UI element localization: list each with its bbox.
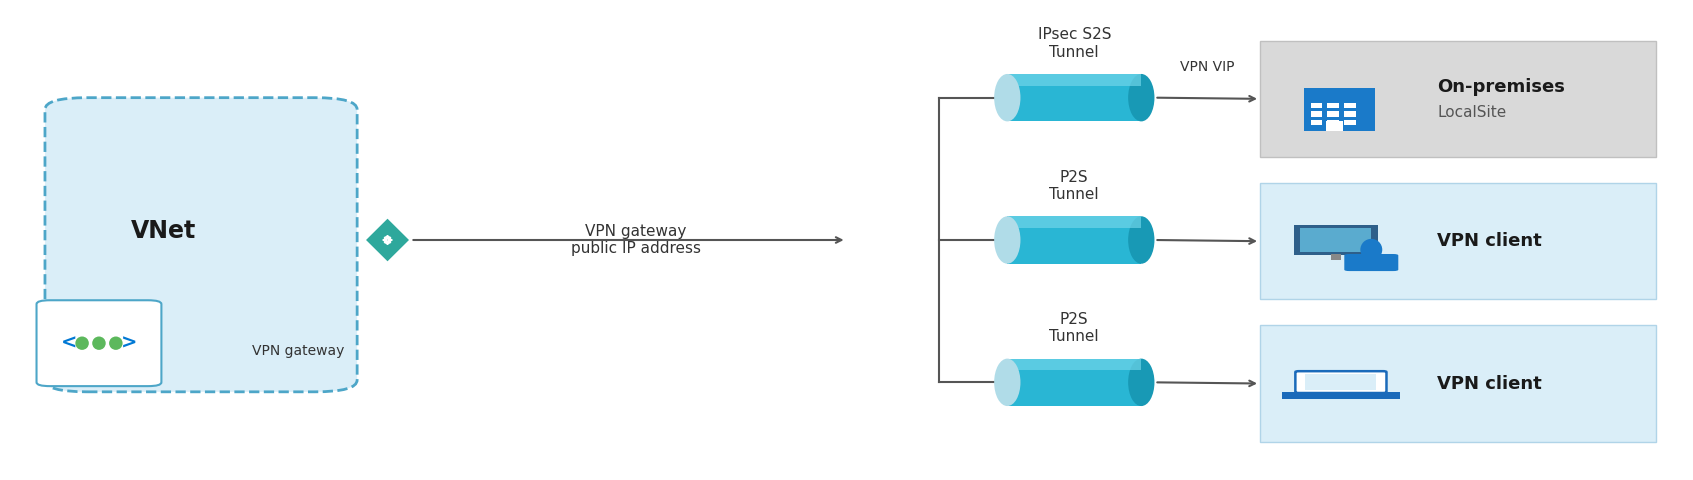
- Text: VPN client: VPN client: [1437, 232, 1542, 250]
- Bar: [1327, 103, 1339, 108]
- Text: VPN VIP: VPN VIP: [1180, 60, 1234, 74]
- Bar: [1007, 216, 1141, 264]
- Text: VPN gateway: VPN gateway: [252, 345, 344, 359]
- Ellipse shape: [74, 336, 88, 350]
- Text: On-premises: On-premises: [1437, 78, 1564, 96]
- FancyBboxPatch shape: [1260, 41, 1656, 157]
- FancyBboxPatch shape: [1260, 325, 1656, 442]
- Text: VPN gateway
public IP address: VPN gateway public IP address: [571, 224, 701, 256]
- Bar: [1007, 359, 1141, 406]
- Bar: [1310, 120, 1322, 125]
- FancyBboxPatch shape: [1295, 371, 1387, 393]
- FancyBboxPatch shape: [37, 300, 161, 386]
- Ellipse shape: [994, 74, 1021, 121]
- Ellipse shape: [108, 336, 122, 350]
- Ellipse shape: [994, 359, 1021, 406]
- FancyBboxPatch shape: [1260, 183, 1656, 300]
- Bar: [1344, 120, 1356, 125]
- Text: IPsec S2S
Tunnel: IPsec S2S Tunnel: [1038, 27, 1111, 60]
- Bar: [1007, 216, 1141, 228]
- Text: VPN client: VPN client: [1437, 374, 1542, 393]
- Ellipse shape: [1128, 74, 1155, 121]
- Bar: [1304, 88, 1375, 131]
- Text: VNet: VNet: [130, 218, 196, 242]
- Bar: [1331, 254, 1341, 260]
- Bar: [1282, 392, 1400, 399]
- Text: P2S
Tunnel: P2S Tunnel: [1050, 169, 1099, 202]
- Text: LocalSite: LocalSite: [1437, 105, 1507, 120]
- FancyBboxPatch shape: [46, 97, 357, 392]
- Bar: [1300, 228, 1371, 252]
- Ellipse shape: [91, 336, 105, 350]
- Bar: [1327, 111, 1339, 117]
- Bar: [1310, 103, 1322, 108]
- Ellipse shape: [1128, 359, 1155, 406]
- Ellipse shape: [1128, 216, 1155, 264]
- Bar: [1007, 359, 1141, 371]
- Ellipse shape: [994, 216, 1021, 264]
- Bar: [1293, 225, 1378, 255]
- Bar: [1327, 120, 1339, 125]
- Text: <: <: [61, 334, 76, 353]
- Polygon shape: [364, 217, 410, 263]
- FancyBboxPatch shape: [1344, 254, 1398, 271]
- Bar: [1344, 111, 1356, 117]
- Bar: [1344, 103, 1356, 108]
- Bar: [1310, 111, 1322, 117]
- Ellipse shape: [1361, 239, 1381, 261]
- Bar: [1305, 374, 1376, 390]
- Text: P2S
Tunnel: P2S Tunnel: [1050, 312, 1099, 344]
- Bar: [1326, 120, 1343, 131]
- Bar: [1007, 74, 1141, 121]
- Bar: [1007, 74, 1141, 86]
- Text: >: >: [120, 334, 137, 353]
